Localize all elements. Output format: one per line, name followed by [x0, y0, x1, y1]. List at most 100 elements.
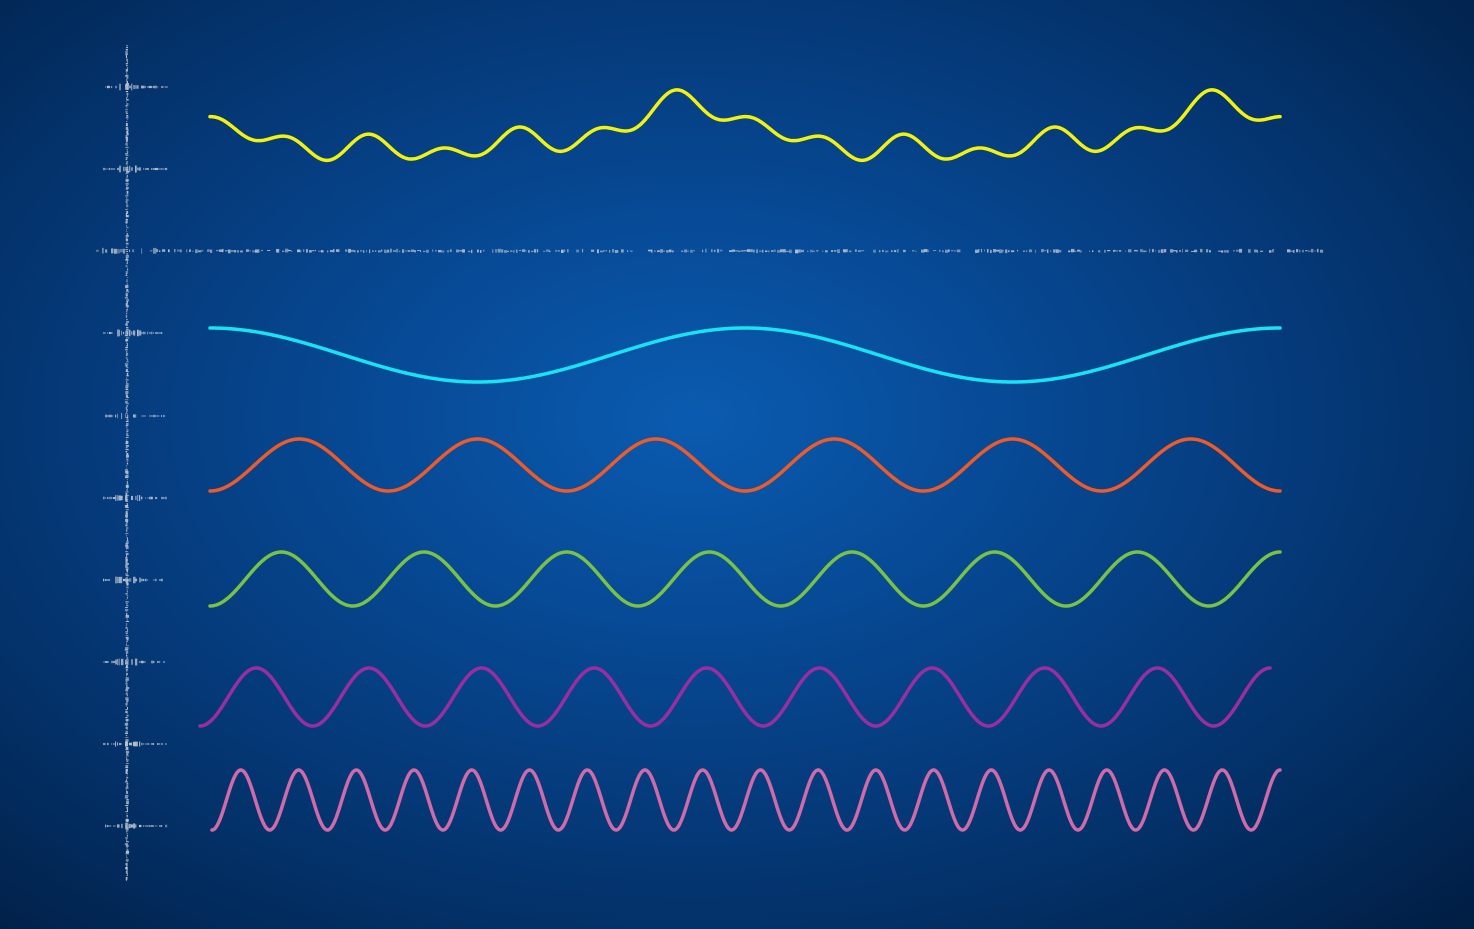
- axis-grain: [125, 275, 128, 277]
- axis-grain: [126, 241, 128, 243]
- axis-grain: [1287, 249, 1291, 253]
- axis-grain: [630, 250, 633, 252]
- axis-grain: [471, 249, 473, 254]
- axis-grain: [125, 641, 128, 643]
- axis-tick: [139, 577, 142, 583]
- axis-grain: [720, 249, 723, 252]
- axis-grain: [156, 249, 159, 252]
- axis-tick: [155, 415, 158, 417]
- axis-grain: [126, 453, 129, 456]
- axis-grain: [125, 105, 128, 107]
- axis-grain: [125, 545, 129, 548]
- axis-grain: [717, 248, 720, 253]
- axis-grain: [837, 249, 840, 254]
- axis-grain: [126, 165, 128, 168]
- axis-tick: [133, 414, 136, 418]
- axis-grain: [126, 373, 129, 376]
- axis-tick: [113, 168, 116, 170]
- axis-tick: [139, 824, 142, 828]
- axis-tick: [121, 576, 123, 584]
- axis-grain: [125, 607, 128, 609]
- axis-grain: [126, 831, 128, 834]
- axis-grain: [125, 471, 129, 474]
- axis-grain: [951, 249, 954, 252]
- axis-tick: [147, 497, 150, 499]
- axis-grain: [125, 829, 129, 832]
- axis-grain: [125, 621, 130, 622]
- axis-grain: [978, 249, 980, 253]
- axis-tick: [161, 578, 163, 582]
- axis-grain: [993, 249, 996, 253]
- axis-grain: [702, 249, 704, 253]
- axis-tick: [111, 332, 113, 334]
- axis-grain: [125, 369, 128, 372]
- axis-grain: [666, 250, 669, 253]
- axis-tick: [105, 86, 107, 88]
- axis-grain: [267, 250, 271, 251]
- axis-grain: [126, 603, 128, 605]
- axis-grain: [1272, 249, 1275, 253]
- axis-grain: [125, 401, 128, 403]
- axis-grain: [669, 249, 672, 253]
- axis-grain: [282, 250, 285, 252]
- axis-grain: [125, 665, 128, 668]
- axis-tick: [143, 168, 145, 170]
- axis-grain: [125, 443, 128, 445]
- axis-tick: [135, 85, 138, 89]
- axis-grain: [125, 239, 129, 241]
- axis-grain: [657, 250, 660, 253]
- axis-tick: [119, 576, 122, 584]
- axis-grain: [1074, 250, 1077, 253]
- axis-grain: [714, 249, 716, 252]
- axis-tick: [143, 743, 145, 745]
- axis-grain: [125, 727, 128, 729]
- axis-tick: [149, 332, 152, 334]
- axis-tick: [133, 823, 136, 829]
- axis-tick: [111, 415, 113, 417]
- axis-grain: [126, 423, 129, 426]
- axis-grain: [927, 249, 929, 253]
- axis-grain: [333, 249, 335, 253]
- axis-grain: [125, 635, 129, 637]
- axis-grain: [897, 249, 899, 253]
- axis-grain: [125, 763, 129, 765]
- axis-grain: [125, 747, 129, 750]
- axis-grain: [1155, 250, 1157, 252]
- axis-grain: [126, 673, 128, 676]
- axis-grain: [125, 711, 128, 714]
- axis-grain: [125, 305, 129, 308]
- axis-grain: [768, 250, 770, 253]
- axis-grain: [126, 427, 128, 429]
- axis-tick: [157, 743, 159, 745]
- axis-grain: [1206, 249, 1209, 253]
- axis-grain: [288, 249, 292, 252]
- axis-grain: [939, 249, 941, 252]
- axis-grain: [125, 515, 128, 518]
- axis-tick: [137, 167, 140, 171]
- axis-grain: [186, 249, 188, 253]
- axis-grain: [126, 457, 128, 460]
- axis-grain: [124, 469, 128, 472]
- axis-grain: [125, 371, 129, 373]
- axis-grain: [126, 861, 128, 863]
- axis-grain: [125, 271, 129, 274]
- axis-tick: [131, 495, 134, 501]
- axis-tick: [123, 166, 125, 172]
- axis-grain: [150, 250, 153, 252]
- axis-grain: [693, 250, 695, 252]
- axis-grain: [414, 249, 416, 253]
- axis-grain: [297, 249, 300, 253]
- axis-grain: [125, 349, 128, 351]
- axis-grain: [912, 250, 915, 252]
- axis-grain: [399, 250, 401, 253]
- axis-tick: [157, 332, 160, 334]
- axis-grain: [125, 485, 129, 488]
- axis-grain: [492, 249, 494, 253]
- axis-grain: [125, 219, 129, 221]
- axis-tick: [117, 824, 120, 828]
- axis-grain: [125, 183, 129, 185]
- axis-grain: [126, 317, 127, 319]
- axis-grain: [125, 69, 129, 72]
- axis-grain: [126, 849, 129, 852]
- axis-grain: [1320, 249, 1324, 253]
